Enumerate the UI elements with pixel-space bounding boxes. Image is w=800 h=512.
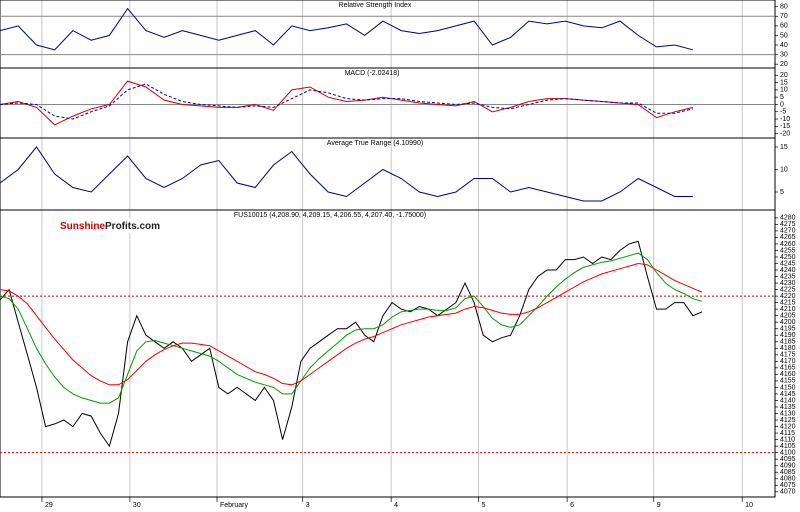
y-tick-label: -5 bbox=[780, 109, 786, 116]
y-tick-label: 4215 bbox=[780, 299, 796, 306]
y-tick-label: 5 bbox=[780, 94, 784, 101]
y-tick-label: 4255 bbox=[780, 247, 796, 254]
y-tick-label: 4180 bbox=[780, 345, 796, 352]
y-tick-label: 70 bbox=[780, 13, 788, 20]
y-tick-label: -10 bbox=[780, 116, 790, 123]
y-tick-label: 4260 bbox=[780, 241, 796, 248]
y-tick-label: 4135 bbox=[780, 404, 796, 411]
y-tick-label: 4085 bbox=[780, 469, 796, 476]
y-tick-label: 4160 bbox=[780, 371, 796, 378]
y-tick-label: 4125 bbox=[780, 417, 796, 424]
y-tick-label: 4070 bbox=[780, 489, 796, 496]
y-tick-label: 4145 bbox=[780, 391, 796, 398]
y-tick-label: 10 bbox=[780, 87, 788, 94]
y-tick-label: 4240 bbox=[780, 267, 796, 274]
y-tick-label: 4095 bbox=[780, 456, 796, 463]
y-tick-label: 4175 bbox=[780, 352, 796, 359]
series-line bbox=[0, 83, 694, 120]
y-tick-label: 4280 bbox=[780, 215, 796, 222]
series-line bbox=[0, 252, 703, 404]
y-tick-label: -20 bbox=[780, 130, 790, 137]
x-tick-label: 6 bbox=[570, 502, 574, 509]
y-tick-label: 4170 bbox=[780, 358, 796, 365]
y-tick-label: 4115 bbox=[780, 430, 795, 437]
y-tick-label: 4090 bbox=[780, 463, 796, 470]
y-tick-label: 4205 bbox=[780, 313, 796, 320]
y-tick-label: 60 bbox=[780, 23, 788, 30]
y-tick-label: 20 bbox=[780, 61, 788, 68]
panel-title: Average True Range (4.10990) bbox=[327, 140, 423, 147]
y-tick-label: 20 bbox=[780, 72, 788, 79]
logo-box bbox=[58, 219, 150, 233]
y-tick-label: 4075 bbox=[780, 482, 796, 489]
series-line bbox=[0, 7, 694, 51]
y-tick-label: 4265 bbox=[780, 234, 796, 241]
y-tick-label: 4165 bbox=[780, 365, 796, 372]
y-tick-label: 15 bbox=[780, 79, 788, 86]
y-tick-label: 4195 bbox=[780, 326, 796, 333]
panel-frame bbox=[0, 209, 776, 498]
y-tick-label: 4100 bbox=[780, 449, 796, 456]
y-tick-label: 4235 bbox=[780, 273, 796, 280]
series-line bbox=[0, 146, 693, 202]
y-tick-label: 4225 bbox=[780, 286, 796, 293]
logo-brand: Sunshine bbox=[60, 221, 105, 232]
y-tick-label: 80 bbox=[780, 4, 788, 11]
y-tick-label: 4275 bbox=[780, 221, 796, 228]
y-tick-label: 4110 bbox=[780, 436, 795, 443]
y-tick-label: 5 bbox=[780, 189, 784, 196]
y-tick-label: 4270 bbox=[780, 228, 796, 235]
y-tick-label: 4130 bbox=[780, 410, 796, 417]
y-tick-label: 4245 bbox=[780, 260, 796, 267]
y-tick-label: 10 bbox=[780, 166, 788, 173]
panel-title: FUS10015 (4,208.90, 4,209.15, 4,206.55, … bbox=[234, 212, 426, 219]
x-tick-label: 5 bbox=[482, 502, 486, 509]
x-tick-label: 4 bbox=[394, 502, 398, 509]
series-line bbox=[0, 240, 703, 448]
x-tick-label: 29 bbox=[45, 502, 53, 509]
y-tick-label: 4105 bbox=[780, 443, 796, 450]
x-tick-label: 10 bbox=[745, 502, 753, 509]
y-tick-label: 4185 bbox=[780, 339, 796, 346]
y-tick-label: 0 bbox=[780, 101, 784, 108]
y-tick-label: 30 bbox=[780, 51, 788, 58]
y-tick-label: 4230 bbox=[780, 280, 796, 287]
panel-title: MACD (-2.02418) bbox=[345, 70, 400, 77]
x-tick-label: 30 bbox=[133, 502, 141, 509]
logo-domain: Profits.com bbox=[105, 221, 160, 232]
y-tick-label: 4140 bbox=[780, 397, 796, 404]
y-tick-label: 4200 bbox=[780, 319, 796, 326]
y-tick-label: 4120 bbox=[780, 423, 796, 430]
logo: SunshineProfits.com bbox=[60, 221, 160, 232]
y-tick-label: 15 bbox=[780, 144, 788, 151]
y-tick-label: -15 bbox=[780, 123, 790, 130]
y-tick-label: 4080 bbox=[780, 476, 796, 483]
y-tick-label: 4210 bbox=[780, 306, 796, 313]
y-tick-label: 4220 bbox=[780, 293, 796, 300]
x-tick-label: 9 bbox=[657, 502, 661, 509]
y-tick-label: 40 bbox=[780, 42, 788, 49]
x-tick-label: 3 bbox=[306, 502, 310, 509]
y-tick-label: 50 bbox=[780, 32, 788, 39]
panel-title: Relative Strength Index bbox=[339, 2, 412, 9]
y-tick-label: 4150 bbox=[780, 384, 796, 391]
y-tick-label: 4250 bbox=[780, 254, 796, 261]
y-tick-label: 4190 bbox=[780, 332, 796, 339]
x-tick-label: February bbox=[220, 502, 249, 509]
series-line bbox=[0, 262, 703, 386]
y-tick-label: 4155 bbox=[780, 378, 796, 385]
